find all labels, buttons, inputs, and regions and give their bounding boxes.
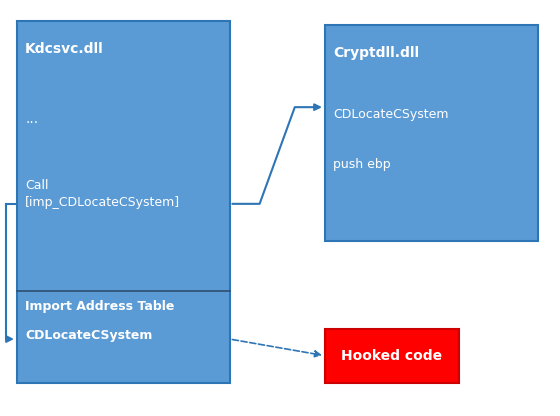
Text: Call
[imp_CDLocateCSystem]: Call [imp_CDLocateCSystem] (25, 179, 180, 209)
Text: CDLocateCSystem: CDLocateCSystem (333, 108, 449, 121)
Text: push ebp: push ebp (333, 158, 391, 171)
Text: Kdcsvc.dll: Kdcsvc.dll (25, 42, 104, 56)
FancyBboxPatch shape (325, 25, 538, 241)
FancyBboxPatch shape (325, 329, 459, 383)
Text: Cryptdll.dll: Cryptdll.dll (333, 46, 419, 60)
Text: Import Address Table: Import Address Table (25, 300, 175, 312)
Text: CDLocateCSystem: CDLocateCSystem (25, 329, 152, 342)
Text: Hooked code: Hooked code (342, 349, 442, 363)
Text: ...: ... (25, 112, 38, 126)
FancyBboxPatch shape (17, 21, 230, 383)
